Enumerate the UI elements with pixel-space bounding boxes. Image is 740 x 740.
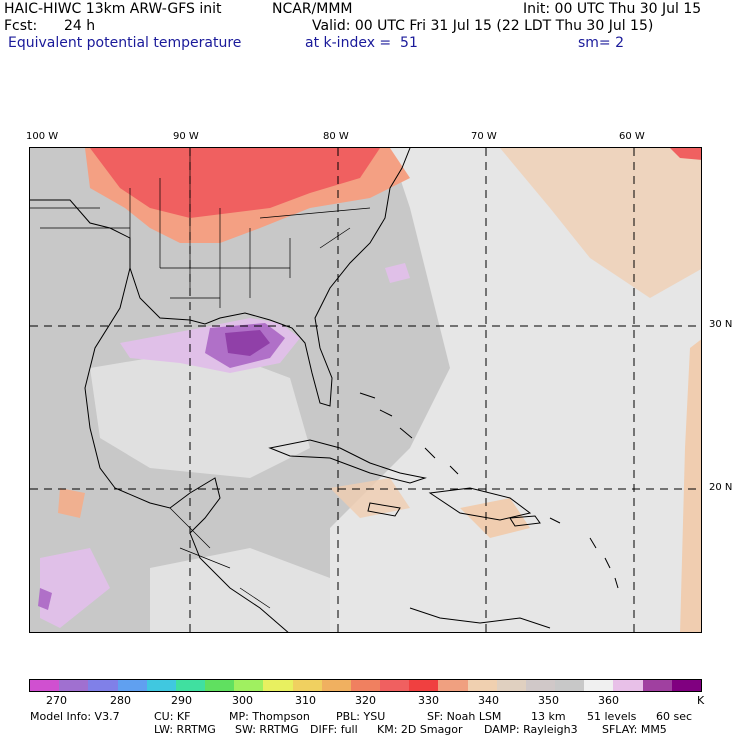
init-time: Init: 00 UTC Thu 30 Jul 15 <box>523 1 702 17</box>
warm-red-core <box>90 148 380 218</box>
model-title: HAIC-HIWC 13km ARW-GFS init <box>4 1 222 17</box>
colorbar-label-350: 350 <box>538 694 559 707</box>
colorbar-swatch <box>525 680 556 691</box>
lat-lon-grid <box>30 148 701 632</box>
colorbar-label-320: 320 <box>355 694 376 707</box>
footer-sf: SF: Noah LSM <box>427 710 502 723</box>
footer-damp: DAMP: Rayleigh3 <box>484 723 578 736</box>
lon-label-60w: 60 W <box>619 131 645 142</box>
field-name: Equivalent potential temperature <box>8 35 242 51</box>
footer-sw: SW: RRTMG <box>235 723 299 736</box>
footer-sflay: SFLAY: MM5 <box>602 723 667 736</box>
colorbar <box>29 679 702 692</box>
deep-purple-gulf-core <box>225 330 270 356</box>
colorbar-unit: K <box>697 694 705 707</box>
salmon-region-mexico <box>58 488 85 518</box>
colorbar-swatch <box>555 680 585 691</box>
colorbar-swatch <box>234 680 264 691</box>
lat-label-30n: 30 N <box>709 319 733 330</box>
lavender-pacific-region <box>40 548 110 628</box>
purple-pacific-spot <box>38 588 52 610</box>
lon-label-70w: 70 W <box>471 131 497 142</box>
peach-region-hispaniola <box>460 498 530 538</box>
caribbean-light-region <box>150 548 330 632</box>
map-canvas <box>30 148 701 632</box>
footer-resolution: 13 km <box>531 710 566 723</box>
colorbar-swatch <box>146 680 176 691</box>
gulf-light-region <box>90 348 310 478</box>
lon-label-90w: 90 W <box>173 131 199 142</box>
colorbar-swatch <box>175 680 206 691</box>
colorbar-swatch <box>496 680 526 691</box>
colorbar-swatch <box>59 680 89 691</box>
colorbar-label-310: 310 <box>295 694 316 707</box>
colorbar-label-290: 290 <box>171 694 192 707</box>
colorbar-label-340: 340 <box>478 694 499 707</box>
warm-red-ne-corner <box>670 148 701 160</box>
colorbar-swatch <box>30 680 60 691</box>
footer-pbl: PBL: YSU <box>336 710 386 723</box>
colorbar-swatch <box>205 680 235 691</box>
colorbar-swatch <box>263 680 293 691</box>
colorbar-swatch <box>642 680 672 691</box>
colorbar-swatch <box>117 680 147 691</box>
footer-levels: 51 levels <box>587 710 637 723</box>
footer-model-info: Model Info: V3.7 <box>30 710 120 723</box>
peach-region-east <box>680 339 701 632</box>
colorbar-label-330: 330 <box>418 694 439 707</box>
colorbar-swatch <box>350 680 381 691</box>
level-label: at k-index = 51 <box>305 35 418 51</box>
colorbar-label-360: 360 <box>598 694 619 707</box>
colorbar-swatch <box>380 680 410 691</box>
colorbar-swatch <box>467 680 497 691</box>
colorbar-swatch <box>438 680 468 691</box>
org-label: NCAR/MMM <box>272 1 353 17</box>
peach-region-north <box>500 148 701 298</box>
theta-e-map <box>29 147 702 633</box>
colorbar-swatch <box>409 680 439 691</box>
lat-label-20n: 20 N <box>709 482 733 493</box>
forecast-label: Fcst: <box>4 18 38 34</box>
forecast-hour: 24 h <box>64 18 96 34</box>
colorbar-swatch <box>292 680 322 691</box>
peach-region-caribbean <box>330 478 410 518</box>
colorbar-label-300: 300 <box>232 694 253 707</box>
colorbar-label-280: 280 <box>110 694 131 707</box>
valid-time: Valid: 00 UTC Fri 31 Jul 15 (22 LDT Thu … <box>312 18 654 34</box>
colorbar-swatch <box>88 680 118 691</box>
colorbar-swatch <box>671 680 701 691</box>
footer-lw: LW: RRTMG <box>154 723 216 736</box>
lavender-atlantic-spot <box>385 263 410 283</box>
smoothing-label: sm= 2 <box>578 35 625 51</box>
colorbar-swatch <box>613 680 643 691</box>
footer-diff: DIFF: full <box>310 723 358 736</box>
footer-km: KM: 2D Smagor <box>377 723 463 736</box>
lon-label-100w: 100 W <box>26 131 59 142</box>
footer-cu: CU: KF <box>154 710 191 723</box>
footer-mp: MP: Thompson <box>229 710 310 723</box>
footer-timestep: 60 sec <box>656 710 693 723</box>
colorbar-label-270: 270 <box>46 694 67 707</box>
colorbar-swatch <box>321 680 351 691</box>
lon-label-80w: 80 W <box>323 131 349 142</box>
colorbar-swatch <box>584 680 614 691</box>
